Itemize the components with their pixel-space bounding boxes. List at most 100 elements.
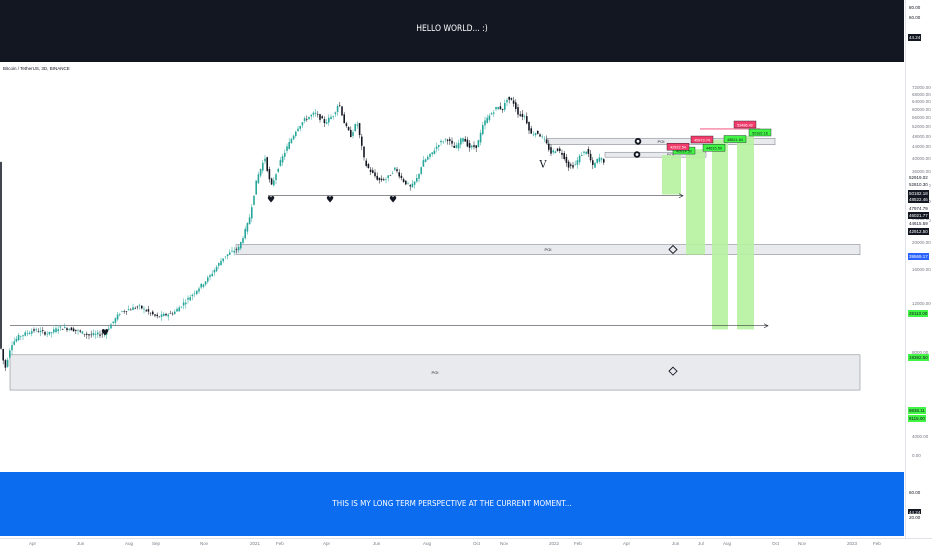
- candle-body: [486, 117, 488, 123]
- candle-body: [48, 331, 51, 335]
- candle-body: [539, 134, 541, 137]
- time-tick-label: Apr: [323, 541, 331, 546]
- level-label-box: [748, 128, 772, 137]
- price-axis[interactable]: 72000.00 68000.00 64000.00 60000.00 56000.00…: [905, 0, 932, 538]
- candle-body: [281, 156, 284, 163]
- candle-body: [455, 145, 458, 149]
- candle-body: [600, 158, 603, 160]
- candle-body: [211, 273, 213, 277]
- candle-body: [297, 128, 299, 132]
- level-label-box: [702, 144, 726, 152]
- time-tick-label: Apr: [623, 541, 631, 546]
- candle-body: [53, 329, 55, 333]
- candle-body: [319, 114, 321, 120]
- candle-body: [154, 314, 156, 316]
- candle-body: [284, 152, 286, 157]
- candle-body: [222, 258, 224, 262]
- candle-body: [35, 329, 37, 331]
- candle-body: [341, 106, 343, 116]
- candle-body: [554, 151, 557, 154]
- time-tick-label: Jun: [77, 541, 85, 546]
- candle-body: [88, 334, 90, 336]
- candle-body: [143, 308, 145, 310]
- candle-body: [444, 138, 447, 140]
- candle-body: [231, 250, 233, 252]
- candle-body: [77, 330, 79, 332]
- candle-body: [484, 120, 486, 126]
- candle-body: [435, 146, 438, 149]
- candle-body: [383, 179, 385, 181]
- candle-body: [220, 260, 222, 266]
- top-banner: HELLO WORLD... :): [0, 0, 904, 62]
- candle-body: [229, 252, 231, 255]
- poi-label: POI: [667, 152, 674, 157]
- candle-body: [387, 175, 389, 178]
- candle-body: [191, 294, 194, 297]
- candle-body: [86, 333, 88, 335]
- candle-body: [290, 139, 293, 144]
- candle-body: [330, 116, 332, 120]
- candle-body: [237, 246, 240, 251]
- candle-body: [9, 350, 11, 358]
- price-axis-tag: 52810.30: [908, 180, 929, 188]
- candle-body: [218, 263, 220, 266]
- projection-bar: [662, 155, 681, 195]
- candle-body: [105, 330, 108, 335]
- bottom-banner: THIS IS MY LONG TERM PERSPECTIVE AT THE …: [0, 472, 904, 536]
- candle-body: [33, 329, 35, 331]
- time-axis[interactable]: Apr Jun Aug Sep Nov 2021 Feb Apr Jun Aug Oct Nov 202…: [0, 538, 932, 551]
- candle-body: [369, 169, 372, 173]
- candle-body: [440, 140, 442, 143]
- candle-body: [508, 96, 510, 100]
- candle-body: [332, 116, 334, 117]
- price-axis-tag: 47974.79: [908, 204, 929, 212]
- candle-body: [303, 118, 306, 122]
- poi-zone: [9, 354, 861, 391]
- candle-body: [292, 135, 295, 140]
- candle-body: [420, 167, 422, 174]
- candle-body: [72, 328, 75, 332]
- candle-body: [64, 326, 66, 328]
- candle-body: [167, 314, 169, 317]
- candle-body: [171, 313, 174, 315]
- candle-body: [226, 254, 229, 257]
- candle-body: [367, 164, 370, 169]
- candle-body: [251, 207, 253, 219]
- candle-body: [114, 318, 117, 323]
- candle-body: [259, 168, 262, 176]
- candle-body: [57, 329, 59, 332]
- candle-body: [517, 107, 519, 115]
- candle-body: [244, 228, 246, 239]
- candle-body: [380, 178, 383, 181]
- heart-icon: ♥: [101, 329, 109, 339]
- candle-body: [270, 178, 273, 185]
- candle-body: [589, 153, 592, 161]
- candle-body: [134, 307, 136, 309]
- candle-body: [328, 117, 330, 123]
- candle-body: [343, 114, 345, 124]
- candle-body: [396, 169, 398, 172]
- candle-body: [308, 116, 310, 120]
- candle-body: [22, 335, 24, 337]
- candle-body: [138, 305, 141, 306]
- candle-body: [273, 180, 275, 186]
- candle-body: [299, 125, 301, 129]
- time-tick-label: Apr: [29, 541, 37, 546]
- candle-body: [422, 160, 425, 167]
- symbol-title[interactable]: Bitcoin / TetherUS, 3D, BINANCE: [3, 66, 70, 71]
- candle-body: [101, 333, 103, 335]
- candle-body: [550, 147, 552, 154]
- candle-body: [295, 131, 297, 137]
- candle-body: [345, 123, 348, 127]
- candle-body: [574, 164, 576, 166]
- candle-body: [97, 332, 99, 335]
- time-tick-label: Oct: [772, 541, 780, 546]
- price-axis-tag: 50182.18: [908, 189, 929, 197]
- candle-body: [180, 306, 183, 308]
- candle-body: [55, 328, 57, 333]
- candle-body: [312, 112, 315, 115]
- candle-body: [587, 148, 590, 154]
- projection-bar: [712, 139, 728, 330]
- candle-body: [286, 146, 288, 151]
